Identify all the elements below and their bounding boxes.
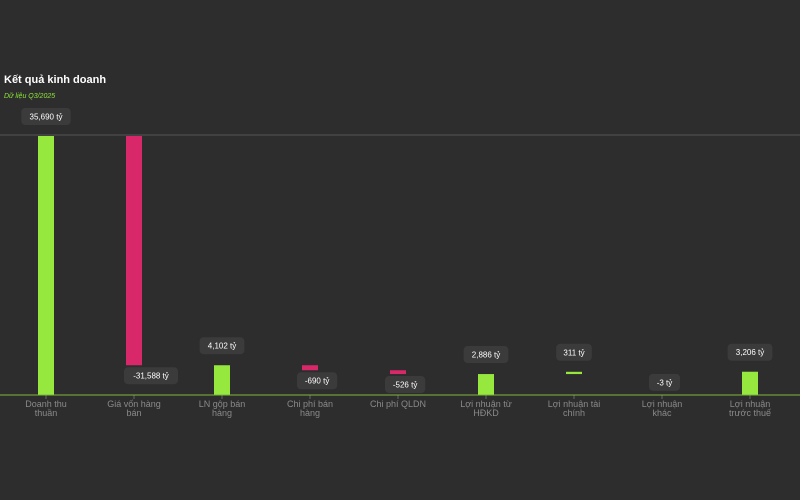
- bar: [38, 136, 54, 395]
- data-label-bg: [199, 337, 245, 355]
- category-label: Chi phí QLDN: [370, 399, 426, 409]
- data-label-bg: [385, 376, 426, 394]
- category-label: Giá vốn hàng: [107, 399, 161, 409]
- data-label: -690 tỷ: [305, 377, 329, 386]
- bar: [390, 370, 406, 375]
- data-label: 311 tỷ: [563, 348, 584, 357]
- category-label: thuần: [35, 408, 58, 418]
- category-label: chính: [563, 408, 585, 418]
- data-label-bg: [297, 372, 338, 390]
- chart-subtitle: Dữ liệu Q3/2025: [4, 93, 56, 100]
- category-label: bán: [126, 408, 141, 418]
- data-label: -31,588 tỷ: [133, 372, 169, 381]
- data-label: -526 tỷ: [393, 381, 417, 390]
- bar: [742, 371, 758, 395]
- chart-title: Kết quả kinh doanh: [4, 74, 107, 86]
- category-label: Lợi nhuận tài: [548, 399, 600, 409]
- category-label: trước thuế: [729, 408, 771, 418]
- category-label: hàng: [212, 408, 232, 418]
- category-label: khác: [652, 408, 672, 418]
- data-label: 2,886 tỷ: [472, 351, 500, 360]
- data-label: -3 tỷ: [657, 378, 673, 387]
- bar: [302, 365, 318, 371]
- category-label: Chi phí bán: [287, 399, 333, 409]
- category-label: LN gộp bán: [199, 399, 246, 409]
- category-label: hàng: [300, 408, 320, 418]
- data-label-bg: [124, 367, 178, 385]
- data-label-bg: [727, 343, 773, 361]
- data-label-bg: [21, 108, 71, 125]
- category-label: Lợi nhuận từ: [460, 399, 511, 409]
- bar: [126, 136, 142, 366]
- data-label-bg: [463, 346, 509, 364]
- data-label-bg: [556, 343, 592, 361]
- data-label: 35,690 tỷ: [30, 113, 63, 122]
- category-label: HĐKD: [473, 408, 499, 418]
- data-label-bg: [649, 373, 680, 391]
- bar: [478, 374, 494, 395]
- data-label: 4,102 tỷ: [208, 342, 236, 351]
- category-label: Lợi nhuận: [642, 399, 682, 409]
- category-label: Doanh thu: [25, 399, 67, 409]
- data-label: 3,206 tỷ: [736, 348, 764, 357]
- category-label: Lợi nhuận: [730, 399, 770, 409]
- bar: [214, 365, 230, 395]
- bar: [566, 371, 582, 375]
